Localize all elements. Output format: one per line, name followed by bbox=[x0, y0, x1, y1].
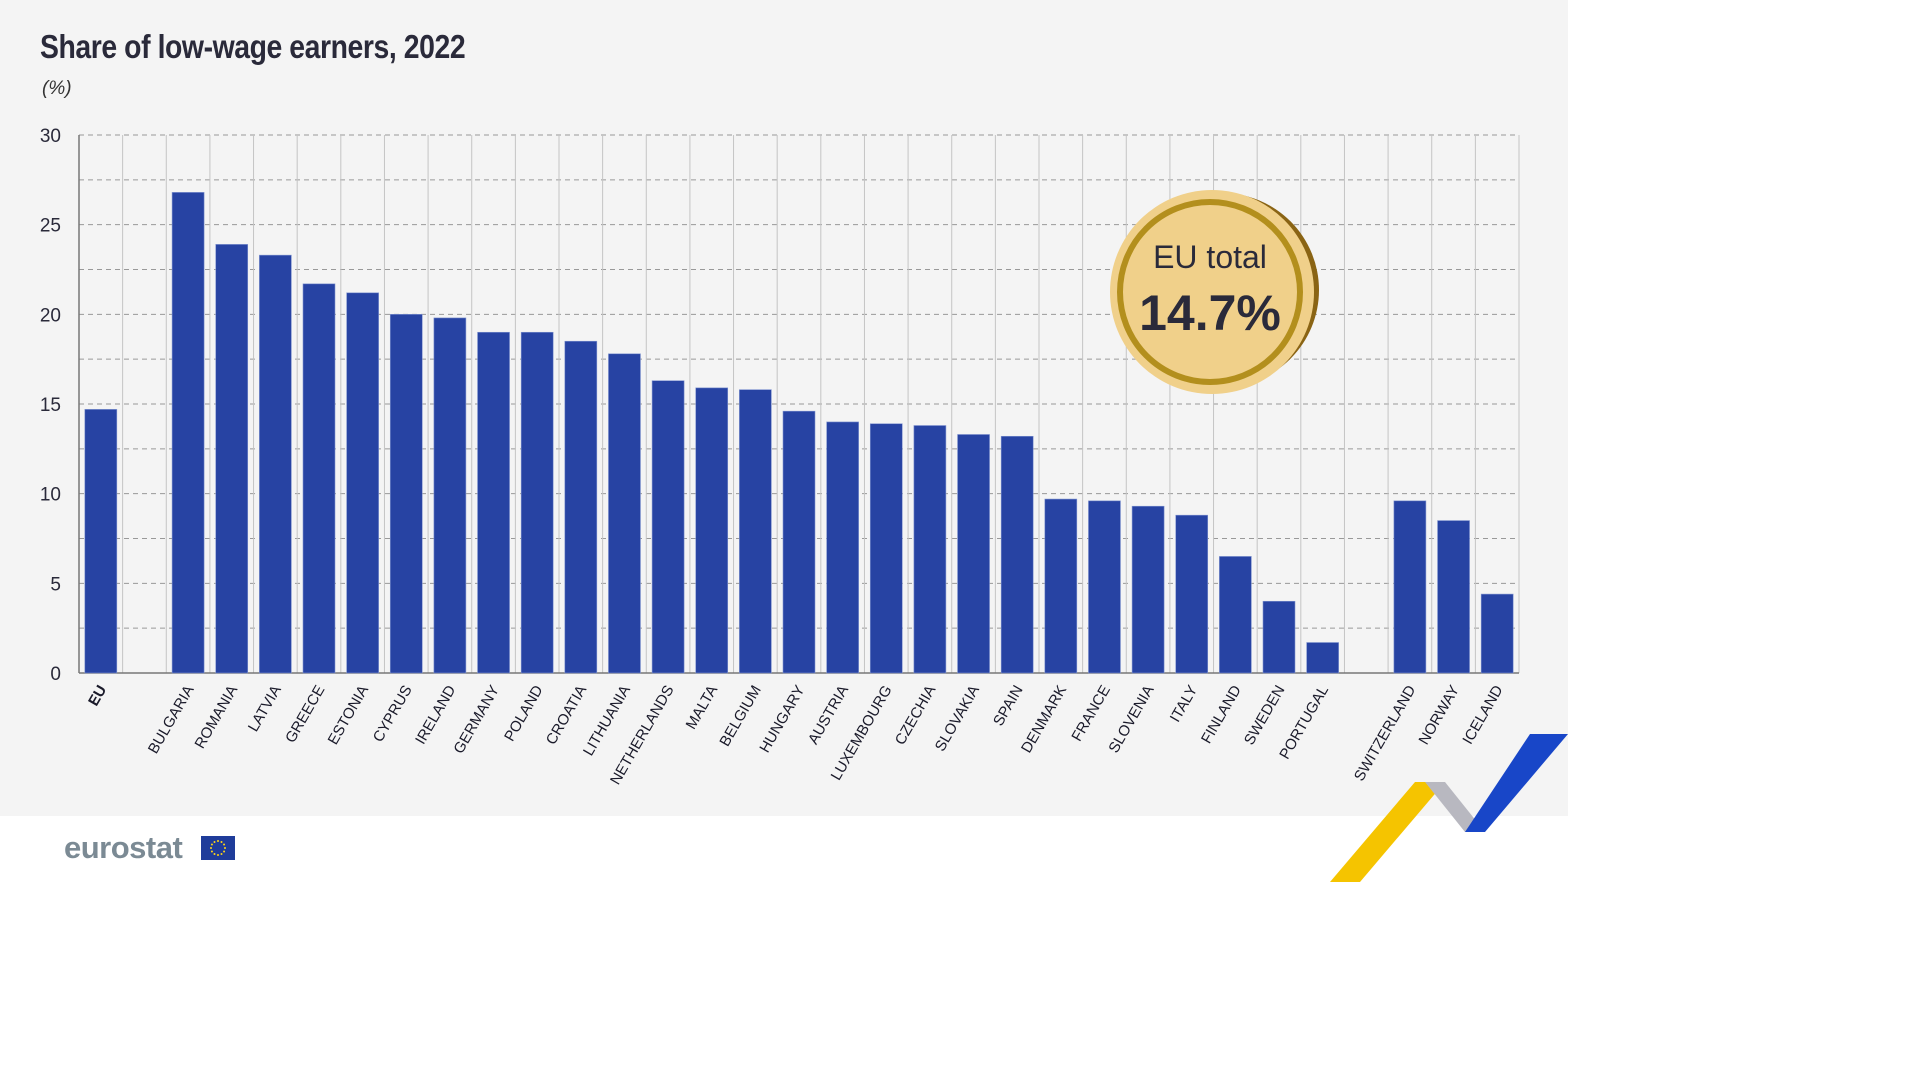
bar-estonia bbox=[346, 292, 379, 674]
x-tick-label: ESTONIA bbox=[325, 683, 373, 748]
bar-croatia bbox=[564, 340, 598, 674]
bar-malta bbox=[695, 387, 729, 674]
flag-star bbox=[213, 840, 216, 843]
bar-netherlands bbox=[651, 380, 685, 674]
bar-bulgaria bbox=[171, 192, 205, 674]
flag-star bbox=[213, 853, 216, 856]
bar-latvia bbox=[259, 254, 292, 674]
x-tick-label: NORWAY bbox=[1416, 683, 1464, 748]
y-tick-label: 0 bbox=[50, 664, 61, 685]
bar-ireland bbox=[433, 317, 467, 674]
x-tick-label: SPAIN bbox=[990, 683, 1027, 730]
coin-ring bbox=[1117, 199, 1303, 385]
flag-star bbox=[210, 850, 213, 853]
x-tick-label: CZECHIA bbox=[892, 683, 940, 749]
bar-sweden bbox=[1262, 600, 1296, 674]
flag-star bbox=[217, 854, 219, 856]
coin bbox=[1110, 190, 1314, 394]
bar-hungary bbox=[782, 410, 816, 674]
x-tick-label: ICELAND bbox=[1459, 682, 1506, 747]
bar-czechia bbox=[913, 425, 947, 674]
bar-greece bbox=[302, 283, 336, 674]
bar-lithuania bbox=[608, 353, 641, 674]
x-tick-label: ITALY bbox=[1167, 683, 1201, 726]
y-tick-label: 5 bbox=[50, 574, 61, 595]
x-tick-label: SWEDEN bbox=[1241, 683, 1289, 749]
x-tick-label: IRELAND bbox=[412, 682, 459, 747]
x-tick-label: DENMARK bbox=[1018, 683, 1070, 756]
ribbon-yellow bbox=[1330, 782, 1445, 882]
bar-denmark bbox=[1044, 498, 1078, 674]
flag-star bbox=[217, 840, 219, 842]
bar-austria bbox=[826, 421, 859, 674]
x-tick-label: BULGARIA bbox=[145, 683, 198, 757]
bar-finland bbox=[1219, 556, 1252, 674]
x-tick-label: GERMANY bbox=[450, 683, 503, 757]
x-tick-label: CYPRUS bbox=[370, 683, 416, 746]
bar-belgium bbox=[739, 389, 772, 674]
x-tick-label: MALTA bbox=[683, 683, 722, 733]
ribbon-blue bbox=[1465, 734, 1568, 832]
eu-total-value: 14.7% bbox=[1139, 285, 1281, 341]
y-tick-label: 15 bbox=[40, 395, 61, 416]
x-tick-label: SLOVAKIA bbox=[932, 682, 983, 754]
y-tick-label: 30 bbox=[40, 126, 61, 147]
x-tick-label: GREECE bbox=[282, 683, 328, 746]
x-tick-label: HUNGARY bbox=[756, 683, 808, 756]
bar-norway bbox=[1437, 520, 1470, 674]
x-tick-label: SLOVENIA bbox=[1105, 683, 1157, 756]
flag-star bbox=[223, 850, 226, 853]
x-tick-label: CROATIA bbox=[543, 683, 591, 748]
bar-eu bbox=[84, 409, 118, 674]
flag-star bbox=[210, 843, 213, 846]
x-tick-label: FINLAND bbox=[1198, 682, 1245, 746]
eu-flag-icon bbox=[201, 836, 235, 860]
x-tick-label: EU bbox=[85, 683, 110, 710]
eu-total-badge: EU total 14.7% bbox=[1110, 190, 1319, 394]
bar-slovakia bbox=[957, 434, 990, 674]
x-tick-label: LATVIA bbox=[245, 683, 285, 735]
flag-star bbox=[210, 847, 212, 849]
bar-iceland bbox=[1480, 593, 1514, 674]
flag-star bbox=[220, 853, 223, 856]
bar-france bbox=[1088, 500, 1121, 674]
bar-portugal bbox=[1306, 642, 1339, 674]
flag-star bbox=[220, 840, 223, 843]
x-tick-label: BELGIUM bbox=[716, 683, 764, 750]
chart-title: Share of low-wage earners, 2022 bbox=[40, 28, 466, 65]
bar-switzerland bbox=[1393, 500, 1427, 674]
eurostat-logo: eurostat bbox=[64, 830, 183, 865]
bar-italy bbox=[1175, 514, 1209, 674]
bar-romania bbox=[215, 244, 249, 674]
bar-luxembourg bbox=[869, 423, 903, 674]
y-tick-label: 10 bbox=[40, 485, 61, 506]
eu-total-label: EU total bbox=[1153, 239, 1267, 275]
x-tick-label: POLAND bbox=[501, 682, 547, 744]
y-axis-unit: (%) bbox=[42, 78, 72, 99]
ribbon-grey bbox=[1425, 782, 1485, 832]
x-tick-label: FRANCE bbox=[1068, 683, 1114, 745]
flag-star bbox=[224, 847, 226, 849]
flag-star bbox=[223, 843, 226, 846]
bar-spain bbox=[1000, 435, 1034, 674]
x-tick-label: ROMANIA bbox=[191, 683, 241, 752]
bar-poland bbox=[520, 331, 554, 674]
x-tick-label: SWITZERLAND bbox=[1351, 682, 1420, 784]
bar-germany bbox=[477, 331, 510, 674]
y-tick-label: 25 bbox=[40, 216, 61, 237]
bar-cyprus bbox=[389, 314, 423, 674]
x-tick-label: AUSTRIA bbox=[805, 683, 852, 748]
y-tick-label: 20 bbox=[40, 305, 61, 326]
bar-slovenia bbox=[1131, 505, 1165, 674]
